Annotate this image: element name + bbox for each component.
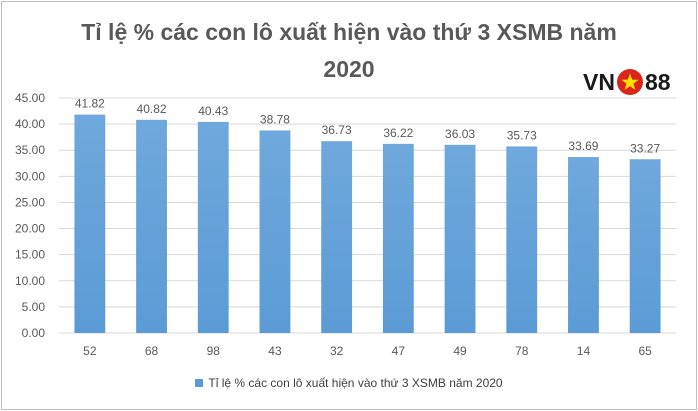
vn88-logo: VN 88: [583, 67, 671, 97]
bar: [197, 121, 229, 333]
vietnam-flag-star-icon: [616, 69, 643, 95]
data-label: 41.82: [75, 97, 105, 111]
y-tick-label: 40.00: [15, 117, 45, 131]
legend-label: Tỉ lệ % các con lô xuất hiện vào thứ 3 X…: [208, 376, 503, 390]
x-tick-label: 43: [268, 344, 282, 358]
y-tick-label: 0.00: [22, 326, 46, 340]
data-label: 40.82: [137, 102, 167, 116]
logo-text-right: 88: [644, 68, 671, 95]
x-tick-label: 14: [577, 344, 591, 358]
bar: [568, 157, 599, 333]
data-label: 38.78: [260, 112, 290, 126]
data-label: 33.27: [630, 141, 660, 155]
y-tick-label: 5.00: [22, 300, 46, 314]
data-label: 36.73: [322, 123, 352, 137]
bar: [74, 114, 106, 334]
x-tick-label: 98: [207, 344, 221, 358]
bar: [259, 130, 291, 333]
x-tick-label: 32: [330, 344, 344, 358]
y-tick-label: 35.00: [15, 143, 45, 157]
data-label: 36.22: [383, 126, 413, 140]
data-label: 35.73: [507, 128, 537, 142]
data-label: 40.43: [198, 104, 228, 118]
bar: [506, 146, 538, 333]
bar: [321, 141, 353, 333]
y-tick-label: 30.00: [15, 169, 45, 183]
x-tick-label: 78: [515, 344, 529, 358]
chart-title-line1: Tỉ lệ % các con lô xuất hiện vào thứ 3 X…: [81, 19, 617, 45]
x-tick-label: 65: [638, 344, 652, 358]
x-tick-label: 68: [145, 344, 159, 358]
chart-legend: Tỉ lệ % các con lô xuất hiện vào thứ 3 X…: [0, 376, 698, 390]
x-tick-label: 52: [83, 344, 97, 358]
y-tick-label: 20.00: [15, 222, 45, 236]
chart-title: Tỉ lệ % các con lô xuất hiện vào thứ 3 X…: [0, 14, 698, 88]
y-tick-label: 25.00: [15, 195, 45, 209]
logo-text-left: VN: [583, 68, 615, 95]
x-tick-label: 47: [392, 344, 406, 358]
data-label: 33.69: [568, 139, 598, 153]
data-label: 36.03: [445, 127, 475, 141]
y-tick-label: 15.00: [15, 248, 45, 262]
legend-swatch: [195, 379, 204, 387]
bar: [136, 119, 167, 333]
chart-title-line2: 2020: [323, 56, 375, 82]
bar: [444, 144, 476, 333]
x-tick-label: 49: [453, 344, 467, 358]
bar: [382, 143, 414, 333]
y-tick-label: 10.00: [15, 274, 45, 288]
y-tick-label: 45.00: [15, 91, 45, 105]
bar: [629, 159, 661, 333]
